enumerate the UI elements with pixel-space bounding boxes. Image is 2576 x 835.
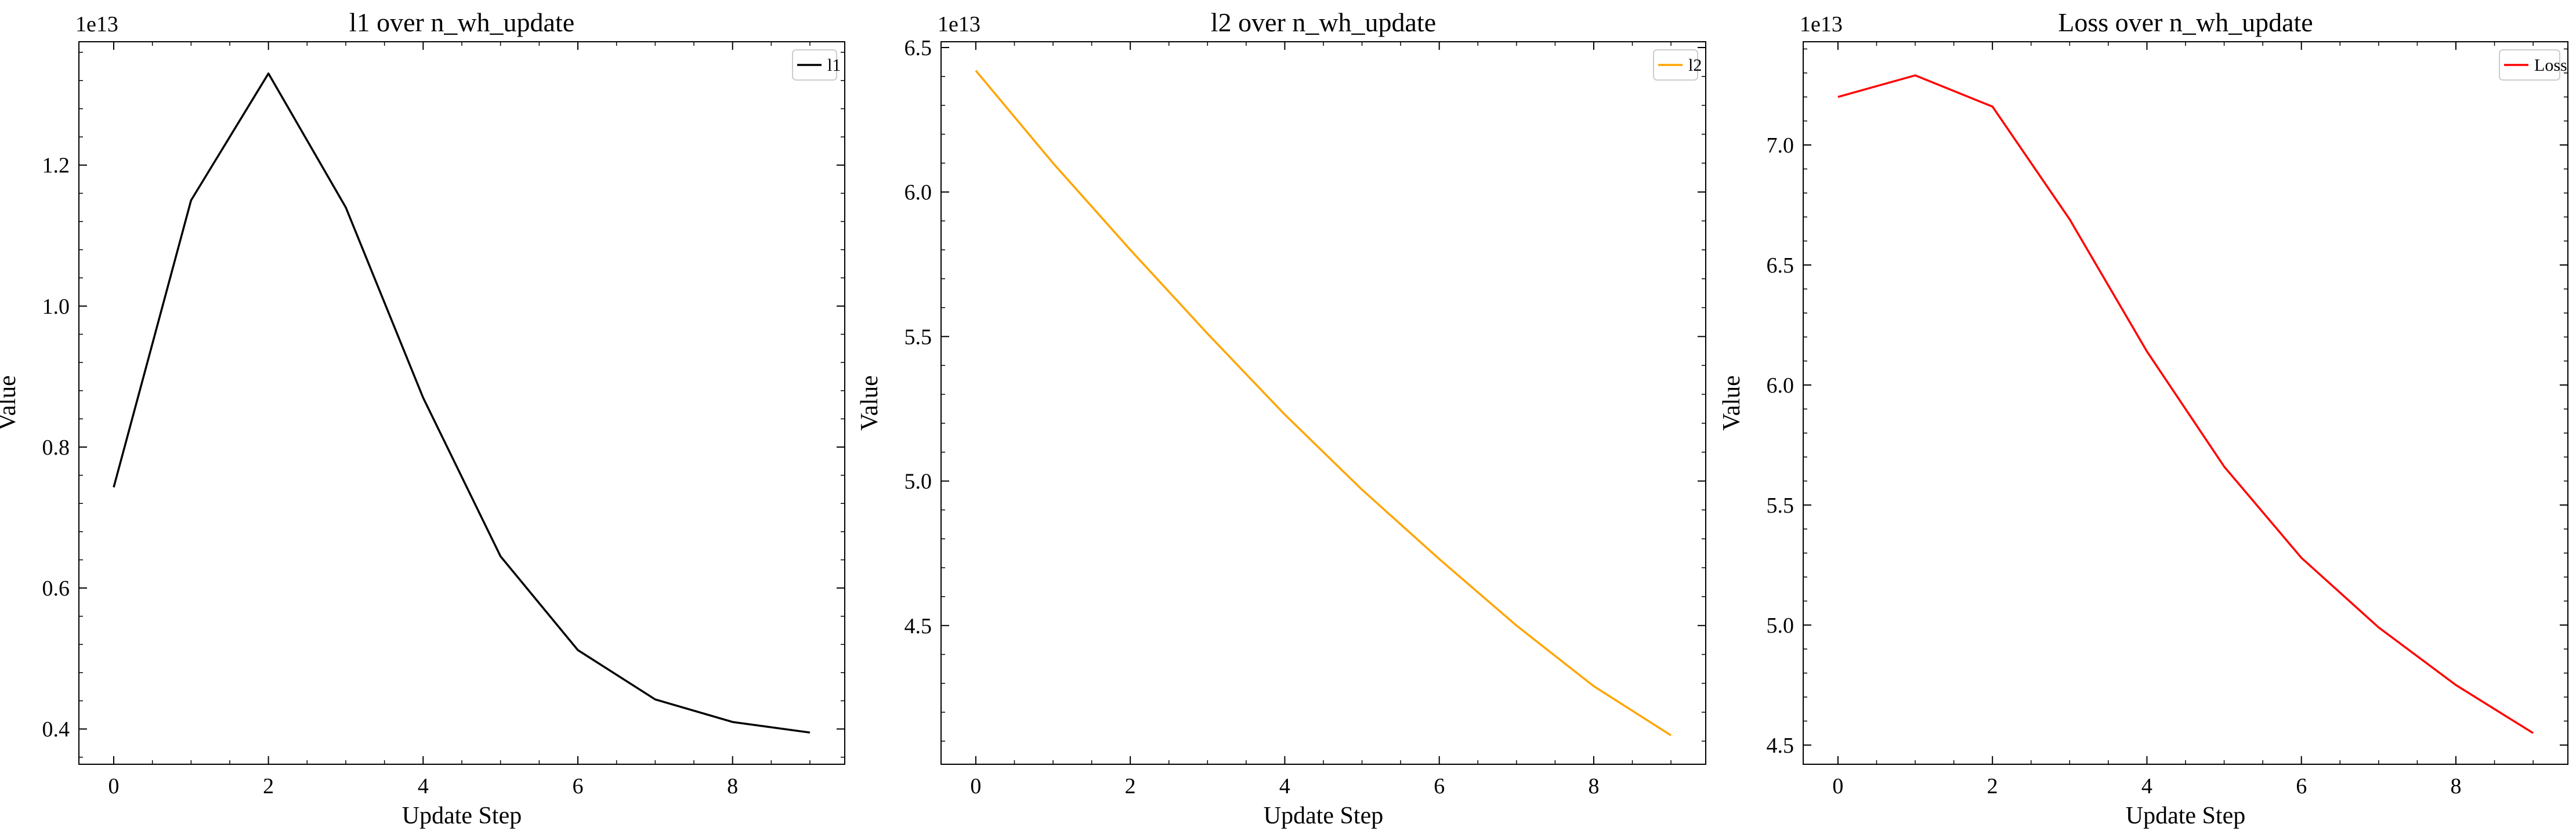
- y-tick-label: 0.6: [42, 576, 70, 601]
- y-tick-label: 5.0: [905, 470, 932, 494]
- y-tick-label: 6.0: [1767, 373, 1794, 398]
- y-axis-label: Value: [1718, 375, 1745, 431]
- legend-label: l1: [827, 56, 841, 75]
- x-tick-label: 6: [1434, 774, 1445, 798]
- plot-frame: [940, 41, 1706, 765]
- x-tick-label: 4: [1279, 774, 1290, 798]
- series-line-l1: [113, 72, 811, 734]
- legend: l1: [792, 49, 841, 81]
- y-tick-label: 5.5: [1767, 493, 1794, 518]
- y-tick-label: 6.5: [1767, 253, 1794, 278]
- y-tick-label: 6.0: [905, 180, 932, 205]
- chart-title: l2 over n_wh_update: [1211, 8, 1436, 37]
- x-tick-label: 0: [1832, 774, 1843, 798]
- x-tick-label: 8: [727, 774, 738, 798]
- y-axis-label: Value: [0, 375, 21, 431]
- y-offset-label: 1e13: [1800, 12, 1843, 37]
- x-axis-label: Update Step: [1264, 803, 1383, 829]
- y-tick-label: 5.5: [905, 325, 932, 349]
- legend: Loss: [2499, 49, 2567, 81]
- x-tick-label: 6: [573, 774, 584, 798]
- y-offset-label: 1e13: [938, 12, 981, 37]
- legend: l2: [1653, 49, 1702, 81]
- y-offset-label: 1e13: [75, 12, 118, 37]
- y-tick-label: 5.0: [1767, 613, 1794, 638]
- legend-label: l2: [1688, 56, 1702, 75]
- x-tick-label: 2: [1125, 774, 1136, 798]
- legend-box: [2499, 49, 2560, 81]
- y-tick-label: 6.5: [905, 36, 932, 60]
- x-tick-label: 6: [2296, 774, 2307, 798]
- plot-frame: [1803, 41, 2568, 765]
- y-tick-label: 0.4: [42, 717, 70, 742]
- y-tick-label: 1.2: [42, 154, 70, 178]
- x-tick-label: 4: [2141, 774, 2152, 798]
- legend-label: Loss: [2534, 56, 2567, 75]
- y-tick-label: 7.0: [1767, 133, 1794, 158]
- y-tick-label: 4.5: [905, 614, 932, 638]
- chart-panel-3: Loss over n_wh_update 1e13 Update Step Valu…: [1718, 8, 2568, 829]
- chart-panel-2: l2 over n_wh_update 1e13 Update Step Value 0…: [856, 8, 1706, 829]
- x-tick-label: 8: [1588, 774, 1599, 798]
- chart-title: l1 over n_wh_update: [349, 8, 574, 37]
- plot-frame: [78, 41, 845, 765]
- y-tick-label: 1.0: [42, 295, 70, 319]
- x-tick-label: 2: [263, 774, 274, 798]
- y-tick-label: 4.5: [1767, 734, 1794, 758]
- x-tick-label: 2: [1987, 774, 1998, 798]
- chart-title: Loss over n_wh_update: [2058, 8, 2313, 37]
- y-tick-label: 0.8: [42, 435, 70, 460]
- series-line-l2: [975, 70, 1672, 736]
- x-tick-label: 0: [970, 774, 981, 798]
- x-tick-label: 8: [2450, 774, 2461, 798]
- series-line-Loss: [1837, 74, 2534, 734]
- x-axis-label: Update Step: [402, 803, 522, 829]
- y-axis-label: Value: [856, 375, 883, 431]
- x-axis-label: Update Step: [2126, 803, 2245, 829]
- chart-panel-1: l1 over n_wh_update 1e13 Update Step Value 0…: [0, 8, 845, 829]
- x-tick-label: 4: [418, 774, 429, 798]
- x-tick-label: 0: [108, 774, 120, 798]
